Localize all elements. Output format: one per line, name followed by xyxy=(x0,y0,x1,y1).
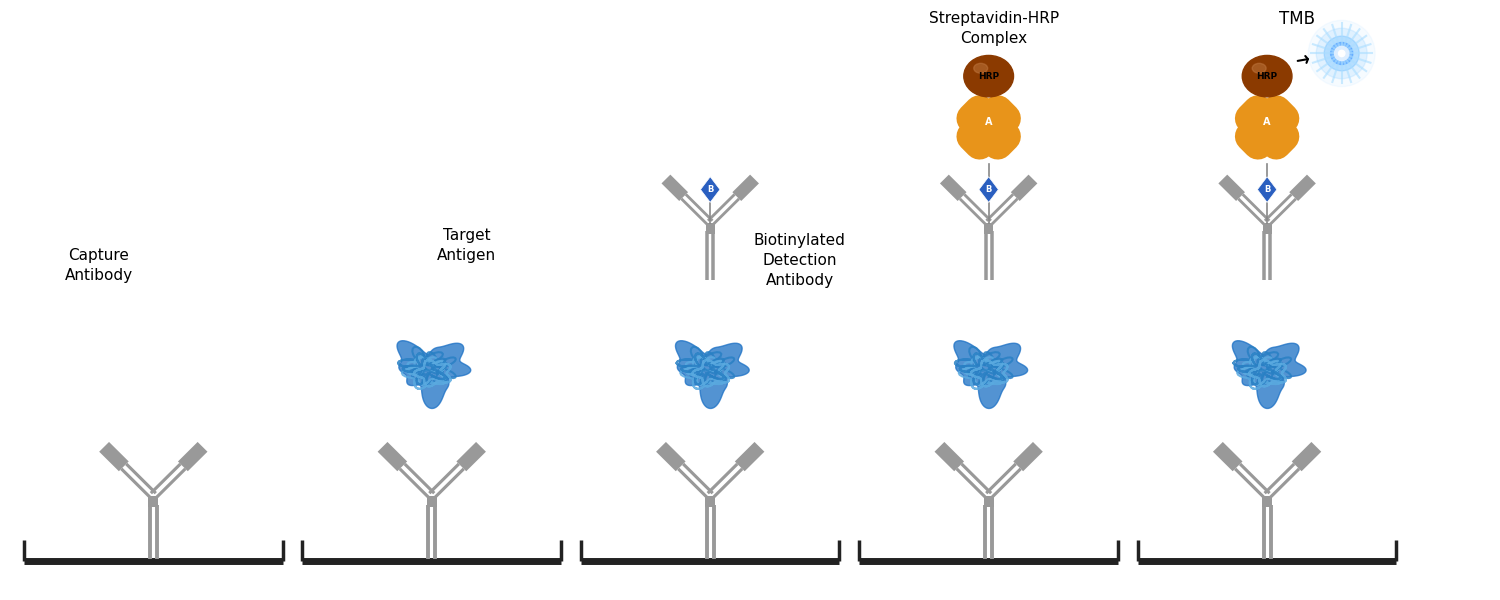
Polygon shape xyxy=(732,175,759,201)
Bar xyxy=(1263,223,1272,233)
Bar xyxy=(1262,496,1272,508)
Polygon shape xyxy=(398,341,471,409)
Circle shape xyxy=(1324,36,1359,71)
Polygon shape xyxy=(99,442,129,471)
Bar xyxy=(148,496,159,508)
Circle shape xyxy=(1335,46,1348,61)
Polygon shape xyxy=(1011,175,1038,201)
Text: Target
Antigen: Target Antigen xyxy=(436,229,496,263)
Polygon shape xyxy=(934,442,964,471)
Polygon shape xyxy=(378,442,406,471)
Polygon shape xyxy=(178,442,207,471)
Polygon shape xyxy=(662,175,688,201)
Polygon shape xyxy=(1290,175,1316,201)
Circle shape xyxy=(1338,50,1346,56)
Ellipse shape xyxy=(1252,64,1266,73)
Text: B: B xyxy=(706,185,714,194)
Text: HRP: HRP xyxy=(978,71,999,80)
Polygon shape xyxy=(1214,442,1242,471)
Ellipse shape xyxy=(1242,55,1292,97)
Text: B: B xyxy=(1264,185,1270,194)
Polygon shape xyxy=(735,442,765,471)
Bar xyxy=(705,496,716,508)
Polygon shape xyxy=(1233,341,1306,409)
Polygon shape xyxy=(954,341,1028,409)
Bar xyxy=(984,223,993,233)
Circle shape xyxy=(981,120,996,135)
Bar xyxy=(705,223,714,233)
Polygon shape xyxy=(675,341,748,409)
Polygon shape xyxy=(1292,442,1322,471)
Circle shape xyxy=(1308,20,1376,86)
Polygon shape xyxy=(1014,442,1042,471)
Ellipse shape xyxy=(974,64,987,73)
Polygon shape xyxy=(1218,175,1245,201)
Text: A: A xyxy=(986,117,993,127)
Polygon shape xyxy=(980,177,999,202)
Circle shape xyxy=(1316,28,1366,79)
Polygon shape xyxy=(940,175,966,201)
Bar xyxy=(427,496,436,508)
Polygon shape xyxy=(700,177,720,202)
Text: HRP: HRP xyxy=(1257,71,1278,80)
Text: B: B xyxy=(986,185,992,194)
Text: Biotinylated
Detection
Antibody: Biotinylated Detection Antibody xyxy=(754,233,846,288)
Text: Streptavidin-HRP
Complex: Streptavidin-HRP Complex xyxy=(928,11,1059,46)
Text: TMB: TMB xyxy=(1280,10,1316,28)
Circle shape xyxy=(1260,120,1275,135)
Polygon shape xyxy=(656,442,686,471)
Ellipse shape xyxy=(964,55,1014,97)
Text: A: A xyxy=(1263,117,1270,127)
Polygon shape xyxy=(456,442,486,471)
Circle shape xyxy=(1330,43,1353,65)
Bar xyxy=(984,496,993,508)
Polygon shape xyxy=(1257,177,1276,202)
Text: Capture
Antibody: Capture Antibody xyxy=(64,248,132,283)
